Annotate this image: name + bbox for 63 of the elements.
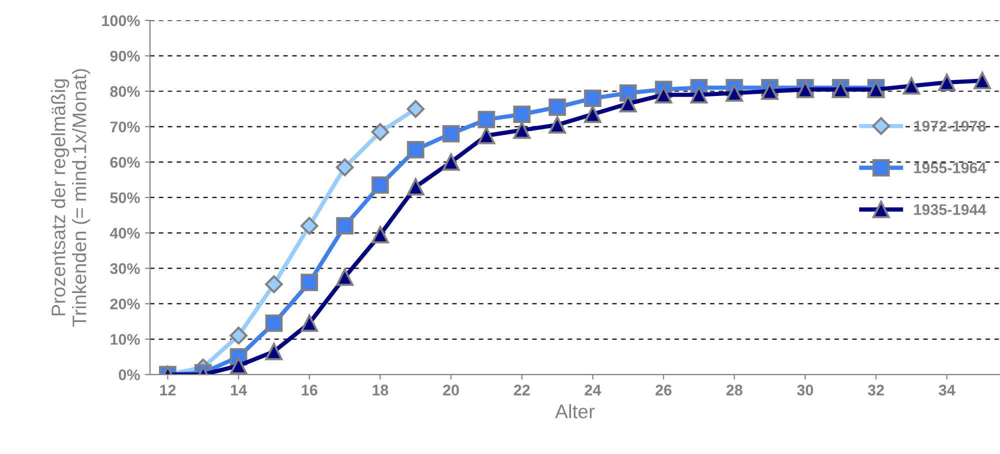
y-axis-title: Prozentsatz der regelmäßig Trinkenden (= mind.1x/Monat) [51,69,90,327]
x-tick-label: 16 [302,384,318,396]
y-tick-label: 40% [110,228,140,239]
point [584,106,602,123]
point [372,226,389,244]
point [336,158,354,176]
y-tick-label: 0% [118,369,140,380]
point [265,314,283,332]
point [513,122,531,139]
y-tick-label: 10% [110,334,140,345]
y-tick-label: 70% [110,122,140,132]
point [442,153,460,171]
x-tick-label: 12 [160,384,176,396]
point [902,77,920,95]
x-axis-title: Alter [555,404,595,418]
point [442,125,460,142]
x-tick-label: 32 [868,384,884,396]
point [372,176,389,194]
point [300,216,318,235]
x-tick-label: 24 [584,384,602,396]
y-tick-label: 60% [110,156,140,168]
y-tick-label: 100% [102,15,140,26]
point [584,90,602,108]
point [300,314,318,332]
point [761,82,778,100]
point [265,342,283,360]
point [548,98,566,116]
point [406,178,424,196]
point [974,72,991,90]
point [938,74,956,92]
point [336,217,354,235]
point [654,86,672,104]
x-tick-label: 20 [443,384,459,396]
legend-label: 1935-1944 [914,204,986,216]
y-tick-label: 20% [110,298,140,310]
point [726,84,744,102]
x-tick-label: 26 [656,384,672,396]
y-tick-label: 80% [110,86,140,97]
point [478,126,496,144]
x-tick-label: 14 [231,384,247,396]
point [690,86,708,104]
point [548,116,566,134]
x-tick-label: 22 [514,384,530,396]
point [300,274,318,292]
point [371,123,390,141]
y-tick-label: 30% [110,263,140,274]
y-tick-label: 90% [110,50,140,62]
y-tick-label: 50% [110,192,140,204]
point [478,110,496,128]
x-tick-label: 18 [372,384,388,396]
x-tick-label: 34 [938,384,956,396]
point [406,141,424,158]
point [230,357,248,374]
point [265,275,283,294]
legend-label: 1972-1978 [914,120,986,132]
point [406,100,425,118]
point [513,106,531,123]
point [619,94,637,112]
point [230,326,248,344]
point [336,268,354,286]
x-tick-label: 30 [797,384,814,396]
legend-label: 1955-1964 [914,162,986,174]
x-tick-label: 28 [726,384,742,396]
